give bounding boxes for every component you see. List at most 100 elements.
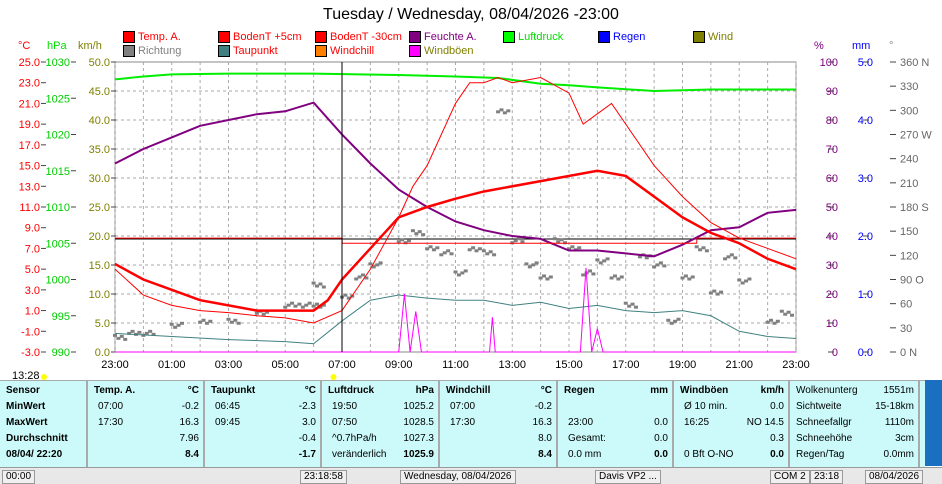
y-tick-hpa: 1005 <box>46 238 70 250</box>
y-tick-hpa: 1030 <box>46 57 70 69</box>
stat-text: -0.2 <box>181 401 199 412</box>
direction-point <box>527 265 532 269</box>
direction-point <box>513 239 518 243</box>
legend-swatch <box>218 31 230 43</box>
y-tick-mm: 3.0 <box>858 173 873 185</box>
direction-point <box>474 249 479 253</box>
direction-point <box>428 245 433 249</box>
direction-point <box>669 321 674 325</box>
legend-swatch <box>598 31 610 43</box>
direction-point <box>652 265 657 269</box>
stat-text: 07:00 <box>450 401 476 412</box>
direction-point <box>708 291 713 295</box>
direction-point <box>130 329 135 333</box>
stat-text: 07:50 <box>332 417 358 428</box>
legend-item: Richtung <box>123 45 181 57</box>
legend-item: Regen <box>598 31 645 43</box>
stat-text: 17:30 <box>450 417 476 428</box>
direction-point <box>229 320 234 324</box>
unit-mm: mm <box>852 40 871 52</box>
stat-text: Wolkenunterg <box>796 385 858 396</box>
stat-text: 1028.5 <box>403 417 434 428</box>
direction-point <box>127 331 132 335</box>
direction-point <box>300 305 305 309</box>
x-tick-label: 15:00 <box>555 359 583 371</box>
stat-text: Luftdruck <box>328 385 375 396</box>
direction-point <box>113 333 117 337</box>
unit-celsius: °C <box>18 40 31 52</box>
stat-text: 1025.2 <box>403 401 434 412</box>
sunrise-marker <box>41 374 47 380</box>
stat-text: Sensor <box>6 385 40 396</box>
direction-point <box>371 265 376 269</box>
direction-point <box>712 289 717 293</box>
y-tick-mm: 2.0 <box>858 231 873 243</box>
y-tick-deg: 30 <box>900 323 912 335</box>
y-tick-kmh: 35.0 <box>89 144 110 156</box>
direction-point <box>744 279 749 283</box>
direction-point <box>687 277 692 281</box>
direction-point <box>612 274 617 278</box>
sun-icon <box>330 374 337 380</box>
y-tick-c: 25.0 <box>19 57 40 69</box>
series-feuchte-a- <box>114 101 797 258</box>
direction-point <box>485 252 490 256</box>
y-tick-deg: 180 S <box>900 202 929 214</box>
stat-text: -1.7 <box>298 449 316 460</box>
y-tick-kmh: 50.0 <box>89 57 110 69</box>
stats-column: Windchill °C 07:00 -0.2 17:30 16.3 8.0 8.4 <box>440 381 558 467</box>
legend-swatch <box>218 45 230 57</box>
direction-point <box>173 325 178 329</box>
direction-point <box>694 245 699 249</box>
direction-point <box>446 249 451 253</box>
stats-column: Luftdruck hPa 19:50 1025.2 07:50 1028.5 ^0.7hP… <box>322 381 440 467</box>
y-tick-hpa: 995 <box>52 311 70 323</box>
direction-point <box>775 319 780 323</box>
stat-text: 23:00 <box>568 417 594 428</box>
direction-point <box>673 319 678 323</box>
legend-label: Regen <box>613 31 646 43</box>
direction-point <box>321 285 326 289</box>
legend-label: Windböen <box>424 45 474 57</box>
legend-item: Feuchte A. <box>409 31 477 43</box>
legend-item: BodenT -30cm <box>315 31 402 43</box>
direction-point <box>548 275 553 279</box>
direction-point <box>701 246 706 250</box>
stat-text: 0.0mm <box>883 449 914 460</box>
direction-point <box>396 240 401 244</box>
direction-point <box>531 263 536 267</box>
stat-text: 1110m <box>884 417 914 428</box>
y-tick-pct: 80 <box>826 115 838 127</box>
direction-point <box>581 273 586 277</box>
y-tick-c: 9.0 <box>25 223 40 235</box>
direction-point <box>123 337 128 341</box>
side-scrollbar[interactable] <box>925 380 942 466</box>
status-field: 00:00 <box>2 470 36 484</box>
stat-text: 16:25 <box>684 417 710 428</box>
direction-point <box>769 318 774 322</box>
direction-point <box>520 240 525 244</box>
legend-swatch <box>409 45 421 57</box>
direction-point <box>151 332 156 336</box>
y-tick-c: 13.0 <box>19 181 40 193</box>
legend-item: Temp. A. <box>123 31 181 43</box>
direction-point <box>406 239 411 243</box>
x-tick-label: 21:00 <box>725 359 753 371</box>
stat-text: 19:50 <box>332 401 358 412</box>
y-tick-c: 11.0 <box>19 202 40 214</box>
y-tick-c: 19.0 <box>19 119 40 131</box>
stat-text: 1027.3 <box>403 433 434 444</box>
legend-item: Wind <box>693 31 733 43</box>
direction-point <box>417 230 422 234</box>
direction-point <box>623 301 628 305</box>
direction-point <box>737 278 742 282</box>
y-tick-kmh: 20.0 <box>89 231 110 243</box>
direction-point <box>510 241 515 245</box>
direction-point <box>726 255 731 259</box>
legend-swatch <box>123 45 135 57</box>
stat-text: 16.3 <box>532 417 552 428</box>
x-tick-label: 01:00 <box>158 359 186 371</box>
x-tick-label: 23:00 <box>101 359 129 371</box>
stat-text: Windböen <box>680 385 729 396</box>
direction-point <box>545 277 550 281</box>
